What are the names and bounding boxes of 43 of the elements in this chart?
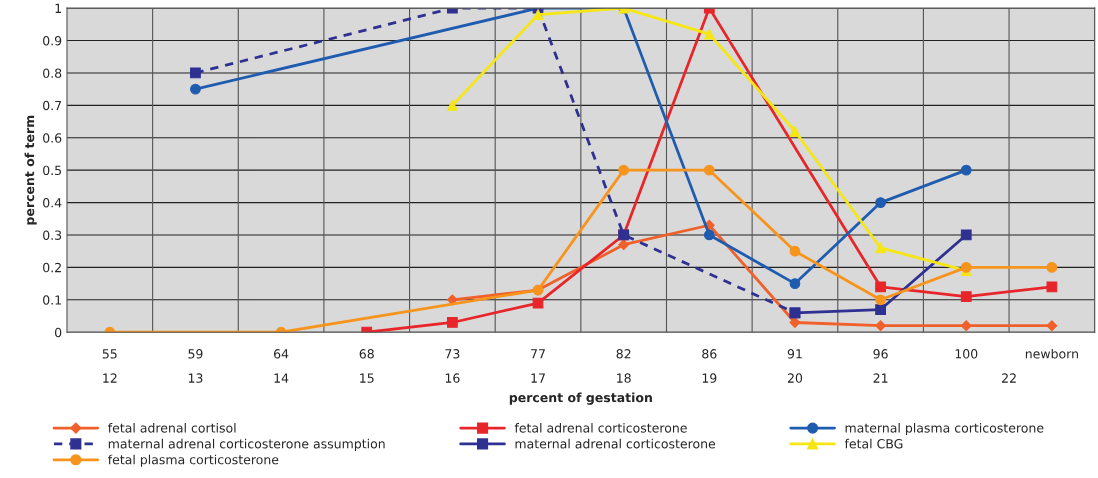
y-tick-label: 0.7	[43, 100, 62, 111]
x-tick-label: 91	[787, 349, 802, 359]
legend-label: fetal adrenal corticosterone	[514, 422, 687, 433]
legend-label: fetal adrenal cortisol	[108, 422, 236, 433]
text: 22	[1002, 373, 1016, 383]
text: 19	[702, 373, 717, 383]
y-tick-label: 0.8	[43, 68, 62, 78]
text: 18	[617, 373, 631, 383]
text: 13	[188, 373, 203, 383]
y-axis-title: percent of term	[24, 115, 37, 225]
x-axis-title: percent of gestation	[509, 392, 652, 405]
x-tick-label: 96	[873, 349, 888, 359]
y-tick-label: 0.1	[43, 295, 61, 305]
x-tick-label: 73	[445, 349, 460, 359]
y-tick-label: 0.3	[43, 230, 62, 240]
y-tick-label: 1	[55, 3, 61, 13]
text: 12	[103, 373, 117, 383]
legend-label: maternal plasma corticosterone	[845, 422, 1044, 436]
text: 15	[360, 373, 374, 383]
legend-label: fetal CBG	[844, 438, 903, 449]
text: 21	[873, 373, 888, 383]
x-tick-label: 59	[188, 349, 203, 359]
legend-label: maternal adrenal corticosterone	[515, 438, 716, 449]
y-tick-label: 0.4	[43, 198, 62, 208]
text: 14	[274, 373, 289, 383]
y-tick-label: 0.5	[43, 165, 62, 176]
text: 20	[787, 373, 803, 383]
y-tick-label: 0.6	[43, 133, 62, 143]
x-tick-label: 68	[359, 349, 374, 359]
legend-label: fetal plasma corticosterone	[108, 454, 279, 467]
text: 17	[531, 373, 545, 383]
text: 16	[445, 373, 460, 383]
x-tick-label: 100	[955, 349, 978, 359]
legend-label: maternal adrenal corticosterone assumption	[108, 438, 385, 451]
x-tick-label: 82	[616, 349, 631, 359]
x-tick-label: 86	[702, 349, 717, 359]
y-tick-label: 0.2	[43, 262, 61, 273]
x-tick-label: 55	[102, 349, 117, 359]
y-tick-label: 0	[54, 327, 62, 338]
x-tick-label: newborn	[1025, 348, 1078, 359]
x-tick-label: 64	[274, 349, 289, 359]
x-tick-label: 77	[531, 349, 545, 359]
y-tick-label: 0.9	[43, 36, 62, 46]
